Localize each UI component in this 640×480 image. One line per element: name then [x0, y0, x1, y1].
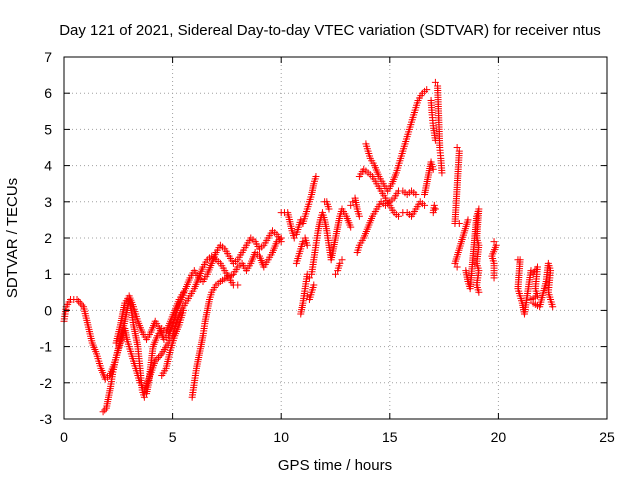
- data-point: [453, 263, 461, 271]
- data-point: [394, 212, 402, 220]
- data-point: [455, 220, 463, 228]
- x-tick-label: 0: [60, 429, 68, 445]
- data-point: [179, 306, 187, 314]
- y-tick-label: 1: [44, 266, 52, 282]
- data-point: [312, 172, 320, 180]
- data-point: [475, 288, 483, 296]
- data-marks: [60, 78, 557, 416]
- data-point: [277, 234, 285, 242]
- data-point: [297, 216, 305, 224]
- data-point: [140, 393, 148, 401]
- data-point: [332, 270, 339, 278]
- data-point: [527, 267, 535, 275]
- data-point: [549, 303, 557, 311]
- y-tick-label: -3: [40, 411, 53, 427]
- data-point: [527, 296, 535, 304]
- x-tick-label: 10: [273, 429, 289, 445]
- data-point: [429, 165, 437, 173]
- data-point: [154, 353, 162, 361]
- data-point: [325, 205, 333, 213]
- y-tick-label: 7: [44, 49, 52, 65]
- data-point: [151, 357, 159, 365]
- data-point: [234, 281, 242, 289]
- x-axis-label: GPS time / hours: [278, 457, 392, 474]
- y-tick-label: 5: [44, 121, 52, 137]
- data-point: [299, 238, 307, 246]
- data-point: [423, 86, 431, 94]
- data-point: [451, 259, 459, 267]
- y-axis-ticks: -3 -2 -1 0 1 2 3 4 5 6 7: [40, 49, 607, 427]
- chart-title: Day 121 of 2021, Sidereal Day-to-day VTE…: [59, 22, 601, 39]
- data-point: [438, 169, 446, 177]
- data-point: [76, 299, 84, 307]
- data-point: [412, 191, 420, 199]
- x-tick-label: 15: [382, 429, 398, 445]
- data-point: [290, 234, 298, 242]
- data-point: [99, 408, 107, 416]
- data-point: [338, 256, 346, 264]
- y-tick-label: -1: [40, 339, 53, 355]
- data-point: [347, 223, 355, 231]
- y-tick-label: 6: [44, 85, 52, 101]
- y-tick-label: 2: [44, 230, 52, 246]
- data-point: [431, 205, 439, 213]
- y-tick-label: 0: [44, 302, 52, 318]
- data-point: [75, 297, 83, 305]
- data-point: [310, 281, 318, 289]
- x-tick-label: 25: [599, 429, 615, 445]
- data-point: [430, 201, 438, 209]
- data-point: [303, 292, 311, 300]
- y-tick-label: -2: [40, 375, 53, 391]
- data-point: [347, 201, 355, 209]
- data-point: [73, 296, 81, 304]
- data-point: [78, 301, 86, 309]
- data-point: [156, 352, 164, 360]
- data-point: [153, 355, 161, 363]
- data-point: [453, 144, 461, 151]
- y-tick-label: 3: [44, 194, 52, 210]
- x-axis-ticks: 0 5 10 15 20 25: [60, 57, 615, 445]
- data-point: [421, 201, 429, 209]
- data-point: [303, 241, 311, 249]
- data-point: [101, 406, 109, 414]
- data-point: [431, 78, 439, 86]
- x-tick-label: 20: [491, 429, 507, 445]
- data-point: [336, 259, 344, 267]
- x-tick-label: 5: [169, 429, 177, 445]
- data-point: [490, 238, 498, 246]
- data-point: [490, 274, 498, 282]
- data-point: [305, 274, 313, 282]
- data-point: [355, 212, 363, 220]
- y-axis-label: SDTVAR / TECUs: [4, 178, 21, 298]
- y-tick-label: 4: [44, 158, 52, 174]
